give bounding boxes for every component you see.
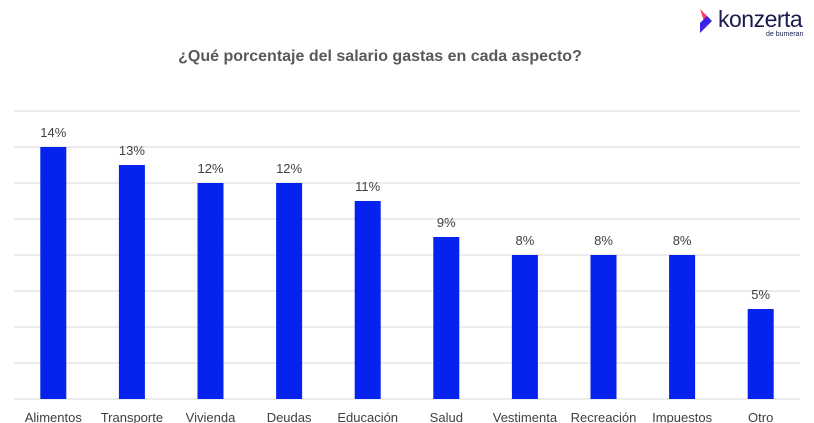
category-label: Deudas — [267, 410, 312, 423]
category-label: Vestimenta — [493, 410, 558, 423]
bar-deudas — [276, 183, 303, 399]
value-label: 13% — [119, 143, 145, 158]
brand-chevron-icon — [700, 9, 712, 33]
bar-impuestos — [669, 255, 696, 399]
category-label: Vivienda — [186, 410, 236, 423]
value-label: 8% — [673, 233, 692, 248]
brand-wordmark: konzerta — [718, 6, 803, 32]
category-label: Transporte — [101, 410, 163, 423]
bar-recreación — [590, 255, 617, 399]
bar-vivienda — [197, 183, 224, 399]
bar-alimentos — [40, 147, 67, 399]
grid-lines — [14, 110, 800, 400]
value-label: 9% — [437, 215, 456, 230]
bars — [40, 147, 774, 399]
value-label: 5% — [751, 287, 770, 302]
category-label: Educación — [337, 410, 398, 423]
category-labels: Alimentos Transporte Vivienda Deudas Educaci… — [25, 410, 774, 423]
value-label: 14% — [40, 125, 66, 140]
value-label: 12% — [276, 161, 302, 176]
category-label: Impuestos — [652, 410, 712, 423]
bar-salud — [433, 237, 460, 399]
brand-logo: konzerta de bumeran — [698, 6, 810, 42]
category-label: Alimentos — [25, 410, 83, 423]
value-label: 8% — [594, 233, 613, 248]
bar-vestimenta — [511, 255, 538, 399]
category-label: Recreación — [571, 410, 637, 423]
bar-educación — [354, 201, 381, 399]
brand-tagline: de bumeran — [766, 31, 804, 38]
category-label: Salud — [430, 410, 463, 423]
value-label: 11% — [355, 179, 380, 194]
value-label: 12% — [197, 161, 223, 176]
value-labels: 14% 13% 12% 12% 11% 9% 8% 8% 8% 5% — [40, 125, 770, 302]
chart-title: ¿Qué porcentaje del salario gastas en ca… — [178, 48, 582, 65]
bar-otro — [747, 309, 774, 399]
category-label: Otro — [748, 410, 773, 423]
bar-transporte — [118, 165, 145, 399]
value-label: 8% — [516, 233, 535, 248]
